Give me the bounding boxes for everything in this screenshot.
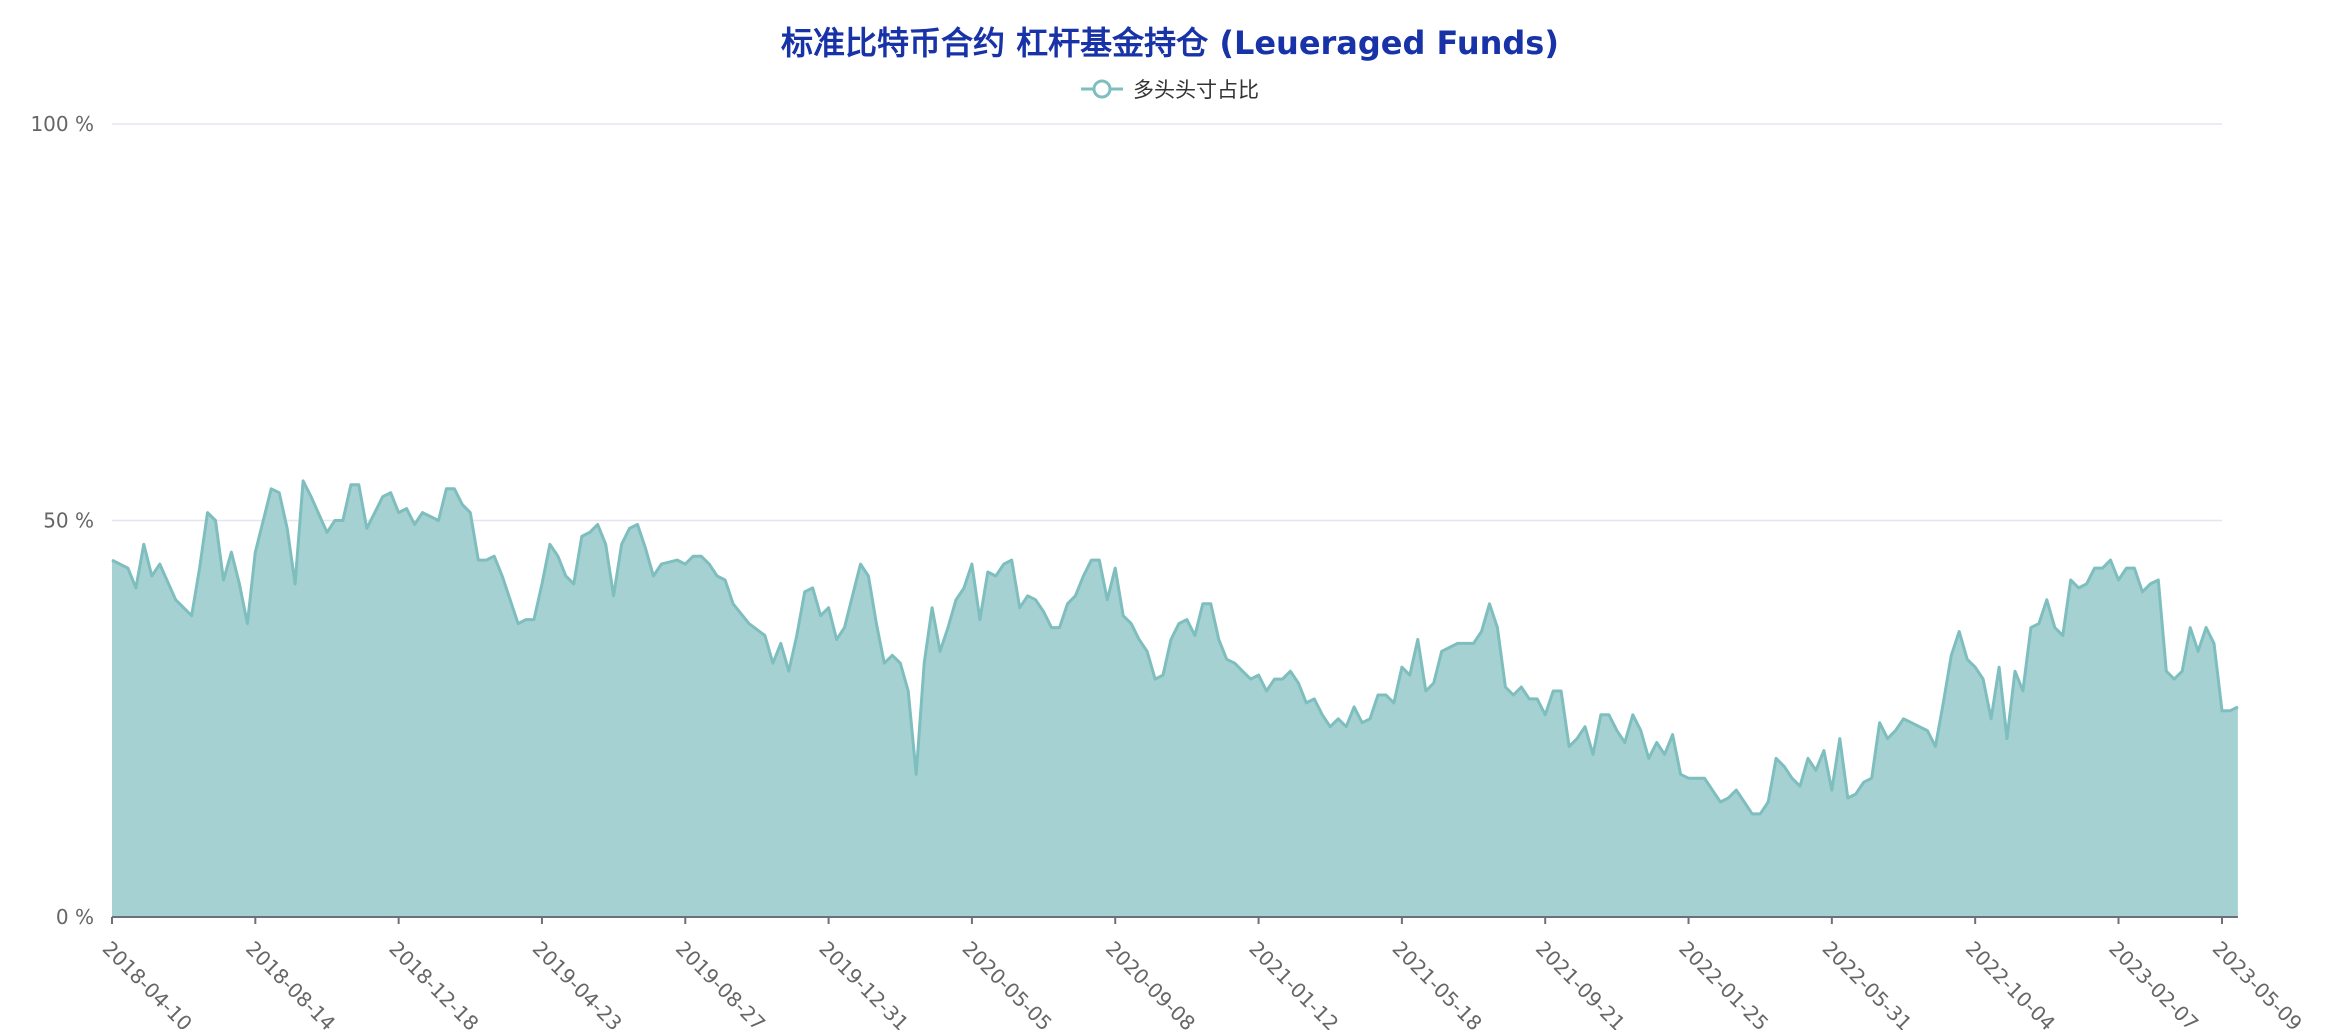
series-line: [111, 479, 2239, 816]
chart-title: 标准比特币合约 杠杆基金持仓 (Leueraged Funds): [781, 24, 1559, 62]
x-tick-label: 2021-01-12: [1244, 936, 1343, 1030]
x-tick-label: 2023-05-09: [2208, 936, 2307, 1030]
x-tick-label: 2022-10-04: [1961, 936, 2060, 1030]
y-tick-label: 50 %: [43, 509, 94, 533]
legend[interactable]: 多头头寸占比: [0, 74, 2340, 106]
x-tick-label: 2020-05-05: [958, 936, 1057, 1030]
legend-label: 多头头寸占比: [1133, 78, 1259, 102]
x-tick-label: 2018-04-10: [98, 936, 197, 1030]
y-tick-label: 100 %: [30, 112, 94, 136]
y-tick-label: 0 %: [56, 905, 94, 929]
series-area-fill: [112, 480, 2238, 917]
x-tick-label: 2022-05-31: [1818, 936, 1917, 1030]
x-tick-label: 2019-04-23: [528, 936, 627, 1030]
x-tick-label: 2019-12-31: [814, 936, 913, 1030]
x-tick-label: 2022-01-25: [1674, 936, 1773, 1030]
x-tick-label: 2018-12-18: [384, 936, 483, 1030]
x-tick-label: 2023-02-07: [2104, 936, 2203, 1030]
x-tick-label: 2020-09-08: [1101, 936, 1200, 1030]
x-tick-label: 2021-09-21: [1531, 936, 1630, 1030]
legend-marker-icon: [1081, 79, 1123, 99]
x-tick-label: 2019-08-27: [671, 936, 770, 1030]
x-tick-label: 2018-08-14: [241, 936, 340, 1030]
x-tick-label: 2021-05-18: [1388, 936, 1487, 1030]
